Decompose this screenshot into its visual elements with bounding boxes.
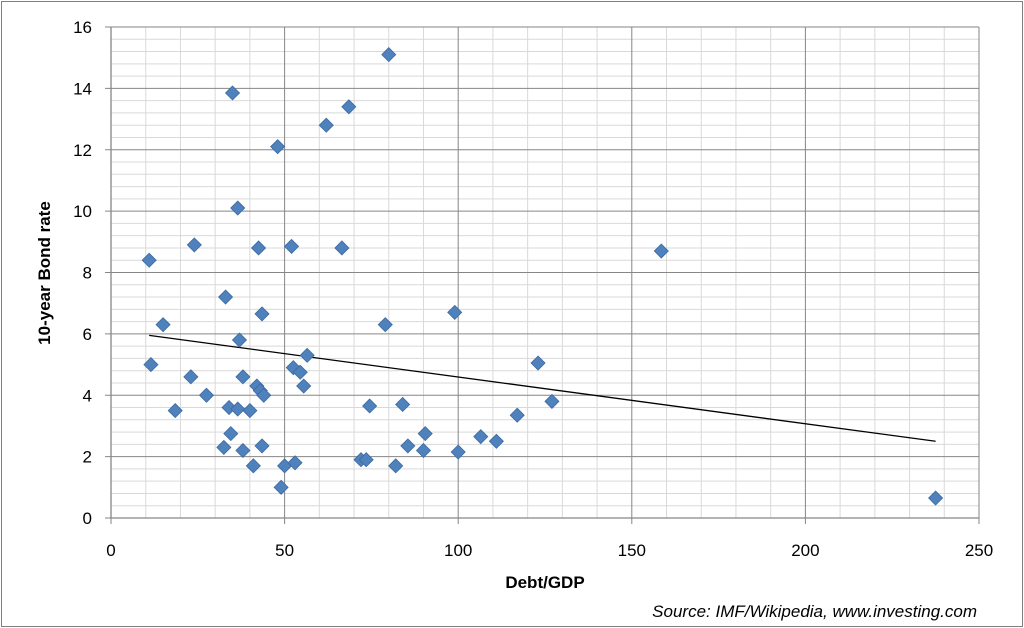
data-point xyxy=(245,458,261,474)
data-point xyxy=(530,355,546,371)
trendline xyxy=(149,334,936,442)
y-tick-label: 12 xyxy=(73,141,92,160)
x-tick-label: 150 xyxy=(618,541,646,560)
data-point xyxy=(653,243,669,259)
data-point xyxy=(235,369,251,385)
data-point xyxy=(273,479,289,495)
data-point xyxy=(143,356,159,373)
data-point xyxy=(341,99,357,115)
data-point xyxy=(447,304,463,320)
data-point xyxy=(287,455,303,471)
x-axis-tick-labels: 0 50 100 150 200 250 xyxy=(106,541,993,560)
y-tick-label: 14 xyxy=(73,79,92,98)
data-point xyxy=(377,317,393,333)
data-point xyxy=(473,429,489,445)
data-point xyxy=(216,439,232,455)
data-point xyxy=(358,452,374,468)
y-tick-label: 10 xyxy=(73,202,92,221)
y-tick-label: 16 xyxy=(73,18,92,37)
data-point xyxy=(224,85,241,101)
data-point xyxy=(362,398,378,414)
data-point xyxy=(183,369,199,385)
source-note: Source: IMF/Wikipedia, www.investing.com xyxy=(652,602,977,621)
data-point xyxy=(283,238,300,254)
y-tick-label: 6 xyxy=(83,325,92,344)
data-point xyxy=(250,240,267,256)
data-point xyxy=(388,458,404,474)
data-point xyxy=(256,387,272,403)
data-point xyxy=(242,403,258,419)
data-point xyxy=(395,396,411,413)
x-tick-label: 100 xyxy=(444,541,472,560)
major-gridlines xyxy=(111,26,980,518)
data-point xyxy=(299,347,315,363)
data-point xyxy=(141,252,157,268)
x-axis-title: Debt/GDP xyxy=(505,573,584,592)
data-point xyxy=(235,442,251,459)
x-tick-label: 250 xyxy=(965,541,993,560)
x-tick-label: 0 xyxy=(106,541,115,560)
data-point xyxy=(231,332,248,348)
y-tick-label: 0 xyxy=(83,509,92,528)
data-point xyxy=(928,490,944,506)
data-point xyxy=(218,289,234,305)
axes xyxy=(105,26,980,524)
y-tick-label: 4 xyxy=(83,386,92,405)
data-point xyxy=(415,442,432,459)
data-point xyxy=(167,403,183,419)
data-point xyxy=(381,47,397,63)
x-tick-label: 200 xyxy=(791,541,819,560)
data-point xyxy=(223,426,239,442)
y-axis-title: 10-year Bond rate xyxy=(35,201,54,345)
data-point xyxy=(292,364,308,380)
trendline-layer xyxy=(149,334,936,442)
data-point xyxy=(509,407,525,423)
data-point xyxy=(334,240,350,256)
data-points xyxy=(141,47,944,506)
y-axis-tick-labels: 0 2 4 6 8 10 12 14 16 xyxy=(73,18,92,528)
data-point xyxy=(270,139,286,155)
data-point xyxy=(254,306,270,322)
data-point xyxy=(488,433,504,449)
data-point xyxy=(544,393,560,409)
data-point xyxy=(230,401,246,417)
data-point xyxy=(318,117,334,133)
y-tick-label: 2 xyxy=(83,448,92,467)
data-point xyxy=(296,378,312,394)
data-point xyxy=(254,438,270,454)
y-tick-label: 8 xyxy=(83,264,92,283)
x-tick-label: 50 xyxy=(275,541,294,560)
data-point xyxy=(230,200,246,216)
data-point xyxy=(417,426,433,442)
data-point xyxy=(155,317,171,333)
data-point xyxy=(186,237,202,253)
data-point xyxy=(400,438,416,454)
data-point xyxy=(450,444,466,460)
data-point xyxy=(198,387,215,403)
